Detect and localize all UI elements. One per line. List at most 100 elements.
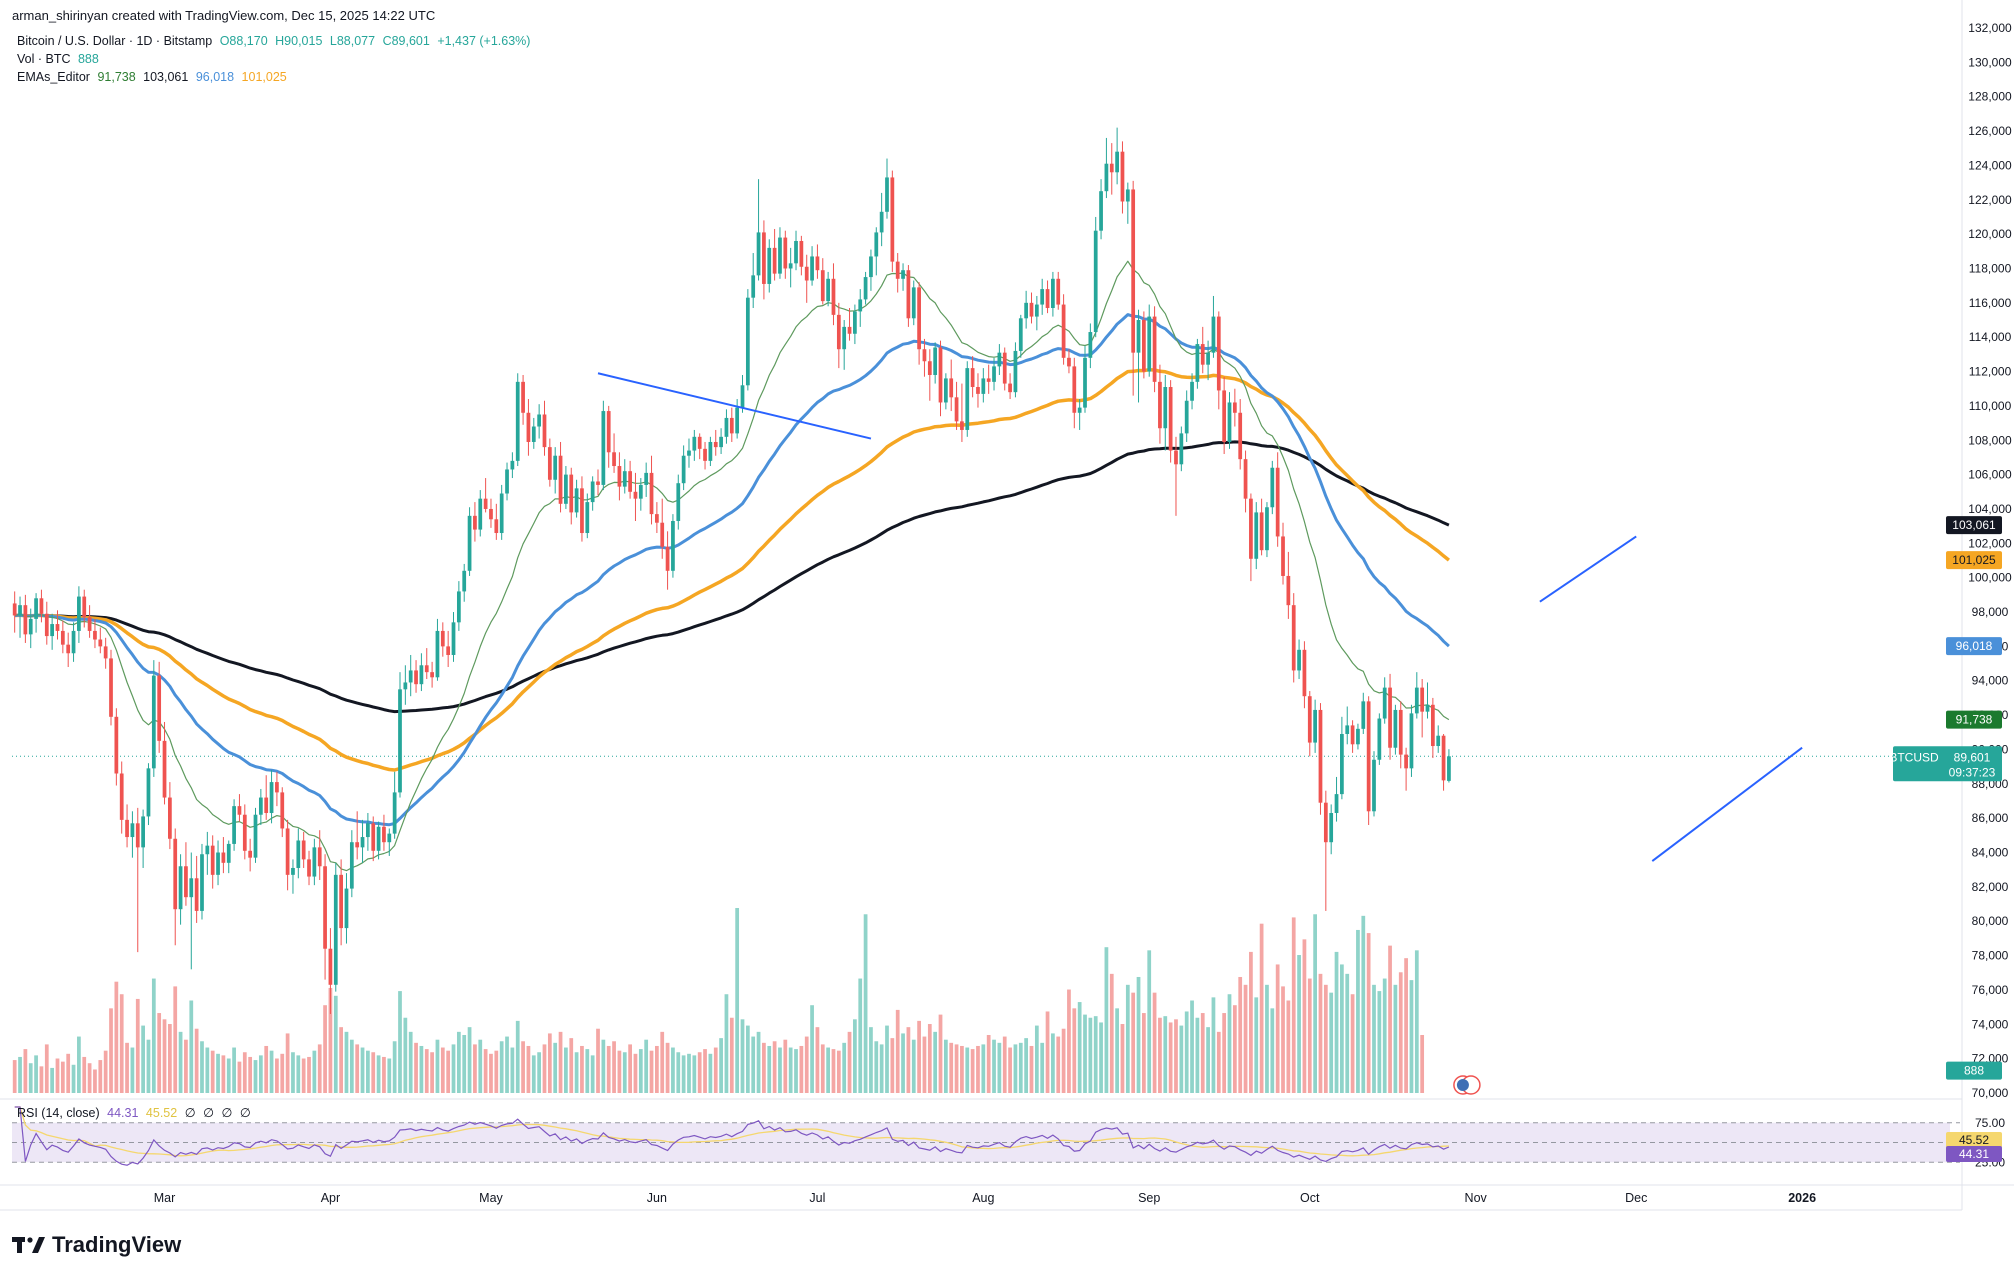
volume-bar bbox=[1051, 1033, 1055, 1093]
candle-body bbox=[360, 837, 365, 848]
volume-bar bbox=[762, 1042, 766, 1093]
volume-bar bbox=[949, 1042, 954, 1093]
candle-body bbox=[986, 378, 991, 382]
volume-bar bbox=[992, 1039, 996, 1093]
volume-bar bbox=[1211, 997, 1216, 1093]
candle-body bbox=[333, 874, 338, 985]
candle-body bbox=[1227, 402, 1232, 442]
volume-bar bbox=[847, 1031, 852, 1093]
price-axis-label: 118,000 bbox=[1969, 261, 2012, 275]
volume-bar bbox=[1093, 1016, 1098, 1093]
candle-body bbox=[1051, 278, 1055, 308]
volume-bar bbox=[879, 1044, 884, 1093]
candle-body bbox=[462, 570, 467, 592]
candle-body bbox=[799, 241, 804, 267]
candle-body bbox=[879, 211, 884, 233]
volume-legend[interactable]: Vol · BTC 888 bbox=[17, 52, 103, 66]
current-price: 89,601 bbox=[1954, 750, 1991, 764]
volume-bar bbox=[778, 1047, 782, 1093]
candle-body bbox=[312, 847, 317, 877]
candle-body bbox=[1307, 696, 1312, 743]
candle-body bbox=[505, 469, 509, 494]
volume-bar bbox=[1045, 1011, 1050, 1093]
volume-bar bbox=[1388, 945, 1392, 1093]
tradingview-logo[interactable]: TradingView bbox=[12, 1232, 181, 1258]
volume-bar bbox=[1404, 958, 1408, 1093]
candle-body bbox=[1318, 709, 1323, 803]
volume-bar bbox=[151, 978, 156, 1093]
candle-body bbox=[810, 256, 814, 281]
volume-bar bbox=[890, 1038, 895, 1093]
volume-bar bbox=[446, 1050, 451, 1093]
candle-body bbox=[537, 414, 542, 427]
candle-body bbox=[783, 237, 788, 269]
volume-bar bbox=[1356, 929, 1360, 1093]
candle-body bbox=[927, 361, 932, 375]
candle-body bbox=[1356, 728, 1360, 745]
candle-body bbox=[1425, 704, 1430, 712]
volume-bar bbox=[1136, 976, 1141, 1093]
volume-bar bbox=[745, 1025, 750, 1093]
price-axis-label: 102,000 bbox=[1968, 536, 2012, 550]
candle-body bbox=[151, 675, 156, 769]
time-axis[interactable]: Mar Apr May Jun Jul Aug Sep Oct Nov Dec 2026 bbox=[154, 1191, 1816, 1205]
events-flag-icon[interactable] bbox=[1453, 1075, 1481, 1095]
volume-bar bbox=[1147, 950, 1152, 1093]
volume-bar bbox=[965, 1047, 970, 1093]
volume-bar bbox=[39, 1066, 44, 1093]
time-axis-label: Jun bbox=[647, 1191, 667, 1205]
symbol-legend[interactable]: Bitcoin / U.S. Dollar · 1D · Bitstamp O8… bbox=[17, 34, 534, 48]
volume-bar bbox=[1420, 1034, 1425, 1093]
candle-body bbox=[724, 417, 729, 437]
volume-bar bbox=[424, 1049, 429, 1093]
candle-body bbox=[1281, 536, 1285, 576]
volume-bar bbox=[119, 994, 124, 1093]
volume-bar bbox=[505, 1036, 509, 1093]
volume-bar bbox=[628, 1044, 632, 1093]
volume-bar bbox=[1249, 951, 1253, 1093]
candle-body bbox=[1115, 151, 1119, 173]
candle-body bbox=[194, 878, 199, 911]
volume-bar bbox=[1072, 1008, 1077, 1093]
volume-bar bbox=[1018, 1042, 1023, 1093]
volume-bar bbox=[649, 1050, 654, 1093]
candle-body bbox=[687, 450, 691, 456]
rsi-legend[interactable]: RSI (14, close) 44.31 45.52 ∅ ∅ ∅ ∅ bbox=[17, 1105, 255, 1120]
volume-bar bbox=[146, 1039, 151, 1093]
candle-body bbox=[387, 833, 392, 843]
volume-bar bbox=[135, 998, 140, 1093]
volume-bar bbox=[456, 1031, 461, 1093]
price-axis-label: 80,000 bbox=[1972, 914, 2009, 928]
volume-bar bbox=[943, 1039, 948, 1093]
candle-body bbox=[564, 474, 568, 504]
candle-body bbox=[1163, 387, 1168, 429]
volume-bar bbox=[264, 1045, 269, 1093]
volume-bar bbox=[1281, 986, 1285, 1093]
candle-body bbox=[526, 412, 531, 442]
trendlines[interactable] bbox=[597, 372, 1803, 862]
time-axis-label: Dec bbox=[1625, 1191, 1647, 1205]
volume-bar bbox=[933, 1031, 938, 1093]
volume-bar bbox=[87, 1063, 92, 1093]
volume-bar bbox=[366, 1050, 370, 1093]
price-axis-label: 86,000 bbox=[1972, 811, 2009, 825]
candle-body bbox=[317, 847, 322, 867]
candle-body bbox=[424, 665, 429, 673]
volume-bar bbox=[970, 1049, 975, 1093]
volume-bars bbox=[12, 908, 1425, 1093]
candle-body bbox=[601, 411, 606, 485]
volume-bar bbox=[1377, 991, 1382, 1093]
candle-body bbox=[628, 471, 632, 492]
volume-bar bbox=[531, 1055, 536, 1093]
volume-bar bbox=[617, 1050, 622, 1093]
volume-bar bbox=[205, 1047, 210, 1093]
candle-body bbox=[189, 878, 194, 898]
time-axis-label: Mar bbox=[154, 1191, 176, 1205]
volume-bar bbox=[1398, 972, 1403, 1093]
rsi-tag: 44.31 bbox=[1959, 1147, 1989, 1161]
candle-body bbox=[1243, 459, 1248, 499]
ema-legend[interactable]: EMAs_Editor 91,738 103,061 96,018 101,02… bbox=[17, 70, 291, 84]
candle-body bbox=[1083, 357, 1087, 408]
candle-body bbox=[382, 826, 386, 843]
